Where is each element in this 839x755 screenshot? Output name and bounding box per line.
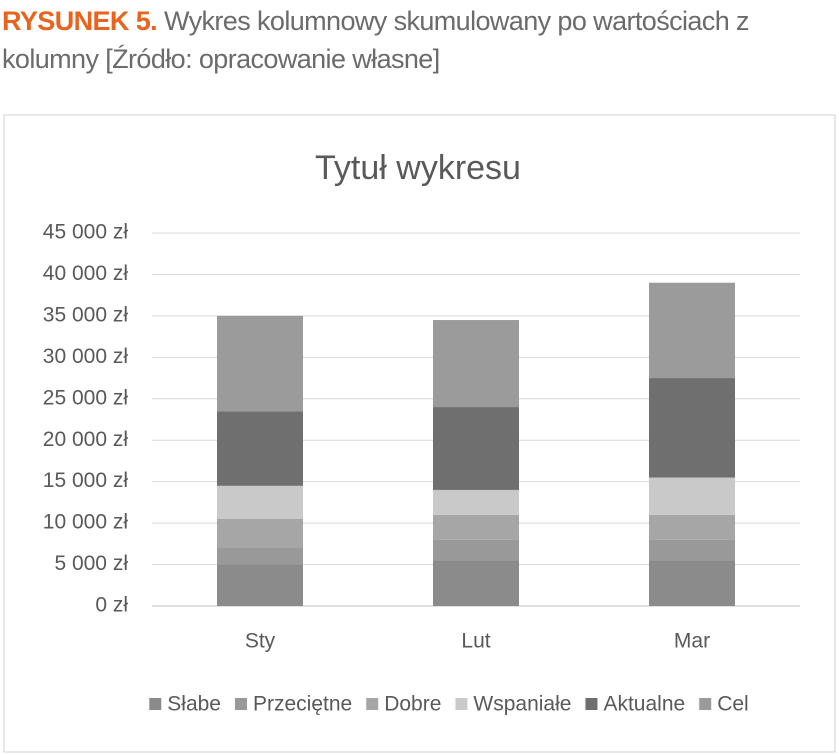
legend-swatch [234, 698, 247, 710]
bar-segment [217, 485, 303, 519]
bar-segment [649, 560, 735, 606]
bar-segment [649, 539, 735, 561]
bar-segment [649, 514, 735, 540]
legend-swatch [699, 698, 712, 710]
y-tick-label: 25 000 zł [43, 386, 129, 409]
y-tick-label: 5 000 zł [54, 552, 128, 575]
x-tick-label: Lut [461, 630, 490, 653]
caption-text: Wykres kolumnowy skumulowany po wartości… [2, 6, 750, 74]
bar-segment [433, 489, 519, 515]
bar-segment [217, 411, 303, 486]
y-tick-label: 30 000 zł [43, 345, 129, 368]
bar-segment [217, 518, 303, 548]
y-tick-label: 35 000 zł [43, 303, 129, 326]
bar-segment [217, 315, 303, 412]
legend-label: Dobre [384, 693, 441, 716]
figure-label: RYSUNEK 5. [2, 6, 158, 36]
y-tick-label: 10 000 zł [43, 511, 129, 534]
bar-segment [433, 514, 519, 540]
bar-segment [649, 282, 735, 379]
legend-label: Wspaniałe [473, 693, 571, 716]
legend-label: Aktualne [603, 693, 685, 716]
y-tick-label: 0 zł [95, 594, 128, 617]
bar-segment [649, 378, 735, 478]
bar-segment [433, 560, 519, 606]
y-tick-label: 45 000 zł [43, 221, 129, 244]
legend-label: Cel [717, 693, 749, 716]
caption: RYSUNEK 5. Wykres kolumnowy skumulowany … [2, 2, 837, 78]
bar-segment [433, 539, 519, 561]
legend-label: Przeciętne [253, 693, 352, 716]
x-tick-label: Sty [245, 630, 276, 653]
legend-swatch [585, 698, 598, 710]
legend-swatch [366, 698, 379, 710]
legend-swatch [455, 698, 468, 710]
y-tick-label: 40 000 zł [43, 262, 129, 285]
bar-segment [217, 564, 303, 606]
bar-segment [649, 477, 735, 515]
y-tick-label: 15 000 zł [43, 469, 129, 492]
bar-segment [433, 320, 519, 408]
legend-swatch [149, 698, 162, 710]
chart-title: Tytuł wykresu [315, 149, 521, 187]
x-tick-label: Mar [674, 630, 710, 653]
bar-segment [217, 547, 303, 565]
bar-segment [433, 407, 519, 490]
y-tick-label: 20 000 zł [43, 428, 129, 451]
legend-label: Słabe [167, 693, 221, 716]
